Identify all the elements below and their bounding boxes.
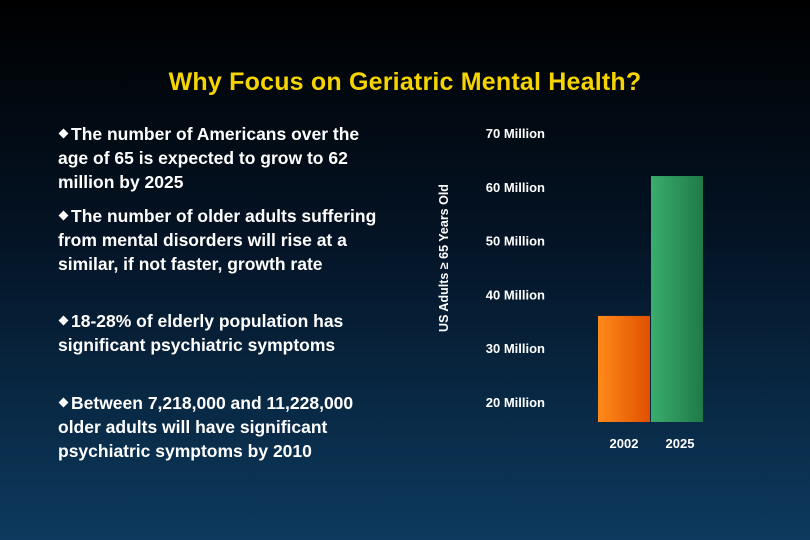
y-tick-label: 30 Million — [486, 341, 545, 356]
bullet-text: The number of Americans over the age of … — [58, 124, 360, 192]
y-tick-label: 20 Million — [486, 395, 545, 410]
y-tick-label: 40 Million — [486, 287, 545, 302]
y-tick-label: 70 Million — [486, 126, 545, 141]
bullet-item: 18-28% of elderly population has signifi… — [58, 309, 378, 357]
bar-2002 — [598, 315, 650, 422]
y-tick-label: 50 Million — [486, 234, 545, 249]
bullet-item: Between 7,218,000 and 11,228,000 older a… — [58, 391, 378, 463]
x-tick-label: 2002 — [610, 436, 639, 451]
bullet-text: Between 7,218,000 and 11,228,000 older a… — [58, 393, 354, 461]
bullet-text: 18-28% of elderly population has signifi… — [58, 311, 344, 355]
slide-title: Why Focus on Geriatric Mental Health? — [168, 68, 642, 96]
y-tick-label: 60 Million — [486, 180, 545, 195]
x-tick-label: 2025 — [666, 436, 695, 451]
bullet-item: The number of older adults suffering fro… — [58, 204, 378, 276]
bullet-text: The number of older adults suffering fro… — [58, 206, 377, 274]
bullet-item: The number of Americans over the age of … — [58, 122, 378, 194]
bar-2025 — [651, 176, 703, 422]
